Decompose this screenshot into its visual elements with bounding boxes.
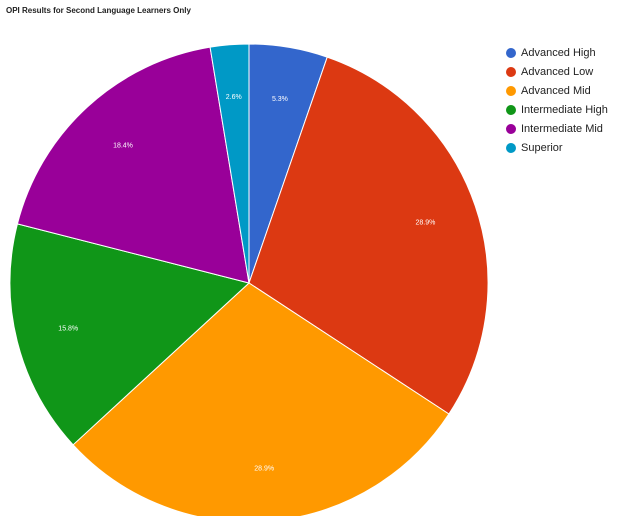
legend-item-superior: Superior xyxy=(506,138,631,157)
legend: Advanced High Advanced Low Advanced Mid Int… xyxy=(506,43,631,157)
pie-slices xyxy=(9,43,489,516)
legend-item-intermediate-high: Intermediate High xyxy=(506,100,631,119)
legend-item-advanced-low: Advanced Low xyxy=(506,62,631,81)
slice-label-intermediate-mid: 18.4% xyxy=(113,142,133,149)
pie-slice-intermediate-mid xyxy=(16,46,250,284)
slice-label-advanced-low: 28.9% xyxy=(416,220,436,227)
slice-label-intermediate-high: 15.8% xyxy=(58,325,78,332)
slice-label-superior: 2.6% xyxy=(226,94,242,101)
legend-swatch xyxy=(506,66,516,77)
legend-item-intermediate-mid: Intermediate Mid xyxy=(506,119,631,138)
legend-swatch xyxy=(506,142,516,153)
slice-label-advanced-high: 5.3% xyxy=(272,96,288,103)
legend-swatch xyxy=(506,47,516,58)
legend-label: Advanced Mid xyxy=(521,84,591,97)
legend-item-advanced-mid: Advanced Mid xyxy=(506,81,631,100)
pie-slice-superior xyxy=(209,43,250,284)
legend-item-advanced-high: Advanced High xyxy=(506,43,631,62)
pie-slice-advanced-low xyxy=(248,56,489,415)
legend-label: Superior xyxy=(521,141,563,154)
slice-label-advanced-mid: 28.9% xyxy=(254,466,274,473)
legend-label: Intermediate High xyxy=(521,103,608,116)
legend-swatch xyxy=(506,123,516,134)
pie-slice-advanced-mid xyxy=(72,282,450,516)
legend-label: Intermediate Mid xyxy=(521,122,603,135)
chart-title: OPI Results for Second Language Learners… xyxy=(6,6,191,15)
pie-slice-intermediate-high xyxy=(9,223,251,446)
legend-label: Advanced Low xyxy=(521,65,594,78)
legend-swatch xyxy=(506,104,516,115)
pie-slice-labels: 5.3% 28.9% 28.9% 15.8% 18.4% 2.6% xyxy=(58,94,435,473)
legend-swatch xyxy=(506,85,516,96)
legend-label: Advanced High xyxy=(521,46,596,59)
